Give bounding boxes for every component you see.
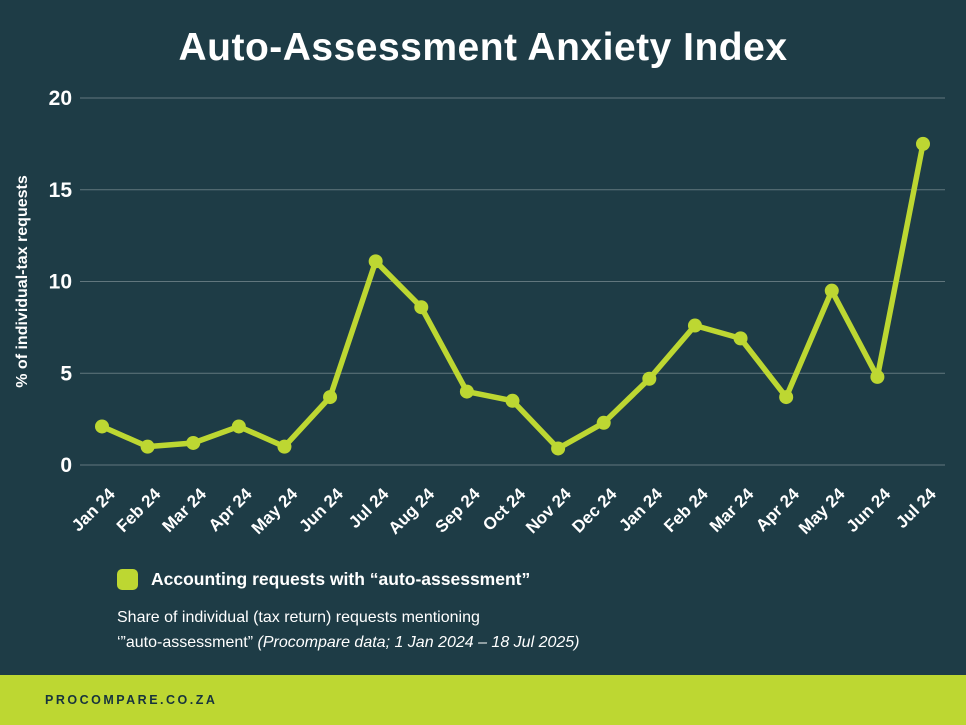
page-title: Auto-Assessment Anxiety Index bbox=[178, 26, 788, 69]
chart-caption: Share of individual (tax return) request… bbox=[117, 605, 579, 655]
x-axis-tick-label: Apr 24 bbox=[205, 484, 256, 535]
caption-line-1: Share of individual (tax return) request… bbox=[117, 609, 480, 626]
x-axis-tick-label: Feb 24 bbox=[660, 484, 712, 536]
x-axis-tick-label: Jan 24 bbox=[68, 484, 119, 535]
footer-bar: PROCOMPARE.CO.ZA bbox=[0, 675, 966, 725]
x-axis-tick-label: Jan 24 bbox=[615, 484, 666, 535]
y-axis-tick-label: 0 bbox=[60, 454, 72, 477]
x-axis-tick-label: Mar 24 bbox=[706, 484, 758, 536]
x-axis-tick-label: Mar 24 bbox=[159, 484, 211, 536]
data-point bbox=[95, 419, 109, 434]
data-point bbox=[687, 318, 702, 333]
data-point bbox=[368, 254, 383, 269]
data-point bbox=[277, 439, 292, 454]
x-axis-tick-label: Feb 24 bbox=[113, 484, 165, 536]
data-point bbox=[551, 441, 566, 456]
data-point bbox=[323, 390, 338, 405]
caption-source-note: (Procompare data; 1 Jan 2024 – 18 Jul 20… bbox=[257, 634, 580, 651]
x-axis-tick-label: May 24 bbox=[248, 484, 302, 538]
data-point bbox=[414, 300, 429, 315]
x-axis-tick-label: Jun 24 bbox=[295, 484, 347, 536]
x-axis-tick-label: Aug 24 bbox=[385, 484, 439, 538]
legend-label: Accounting requests with “auto-assessmen… bbox=[151, 569, 531, 589]
data-point bbox=[779, 390, 794, 405]
data-point bbox=[870, 369, 885, 384]
caption-line-2-text: ‘”auto-assessment” bbox=[117, 634, 258, 651]
data-point bbox=[231, 419, 246, 434]
y-axis-tick-label: 20 bbox=[49, 87, 72, 110]
data-point bbox=[824, 283, 839, 298]
data-point bbox=[186, 435, 201, 450]
data-point bbox=[642, 371, 657, 386]
legend-swatch bbox=[117, 569, 138, 590]
caption-line-2: ‘”auto-assessment” (Procompare data; 1 J… bbox=[117, 630, 579, 655]
x-axis-tick-label: Oct 24 bbox=[479, 484, 530, 535]
data-point bbox=[140, 439, 155, 454]
y-axis-tick-label: 10 bbox=[49, 271, 72, 294]
x-axis-tick-label: Apr 24 bbox=[752, 484, 803, 535]
x-axis-tick-label: Nov 24 bbox=[522, 484, 575, 537]
chart-legend: Accounting requests with “auto-assessmen… bbox=[117, 569, 530, 590]
x-axis-tick-label: Sep 24 bbox=[432, 484, 485, 537]
x-axis-tick-label: Dec 24 bbox=[568, 484, 621, 537]
data-point bbox=[596, 415, 611, 430]
footer-brand-text: PROCOMPARE.CO.ZA bbox=[45, 693, 218, 707]
y-axis-tick-label: 5 bbox=[60, 362, 72, 385]
data-point bbox=[459, 384, 474, 399]
data-point bbox=[916, 136, 930, 151]
anxiety-index-line-chart: 0 5 10 15 20 % of individual-tax requests Jan … bbox=[14, 87, 945, 538]
data-point bbox=[733, 331, 748, 346]
data-point bbox=[505, 393, 520, 408]
y-axis-title: % of individual-tax requests bbox=[14, 175, 31, 388]
x-axis-tick-label: May 24 bbox=[795, 484, 849, 538]
y-axis-tick-label: 15 bbox=[49, 179, 73, 202]
x-axis-tick-label: Jul 24 bbox=[892, 484, 940, 532]
x-axis-tick-label: Jun 24 bbox=[843, 484, 895, 536]
